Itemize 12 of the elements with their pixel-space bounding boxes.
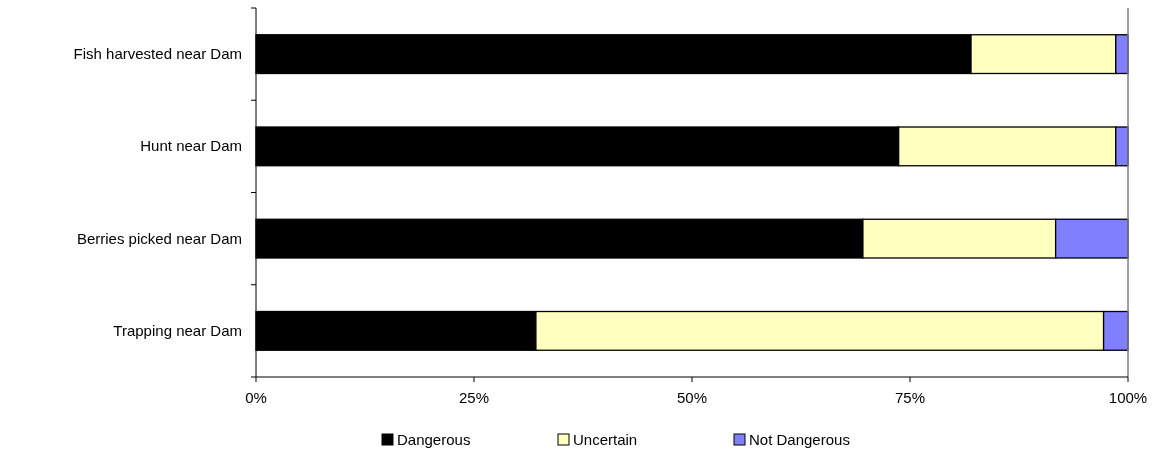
x-tick-label: 25%: [458, 389, 490, 406]
y-tick-label: Fish harvested near Dam: [73, 45, 242, 63]
y-tick-label: Hunt near Dam: [140, 137, 242, 155]
legend-label: Uncertain: [573, 431, 638, 448]
legend-label: Not Dangerous: [749, 431, 850, 448]
legend-label: Dangerous: [397, 431, 471, 448]
x-tick-label: 0%: [245, 389, 267, 406]
x-tick-label: 50%: [676, 389, 708, 406]
y-tick-label: Trapping near Dam: [113, 321, 242, 339]
y-tick-label: Berries picked near Dam: [76, 229, 242, 247]
x-tick-label: 75%: [894, 389, 926, 406]
x-tick-label: 100%: [1108, 389, 1148, 406]
